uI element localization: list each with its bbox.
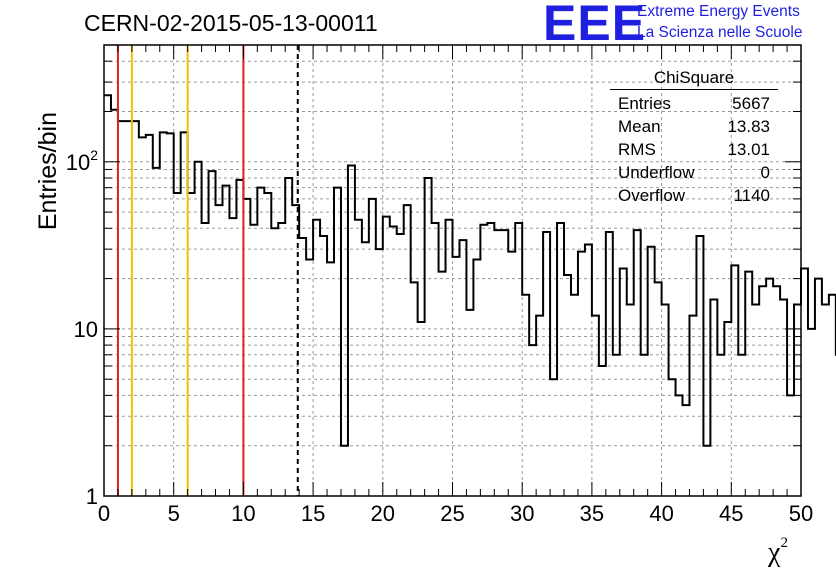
stats-value: 0 <box>760 163 770 182</box>
stats-row-overflow: Overflow 1140 <box>610 184 778 207</box>
x-tick-label: 50 <box>789 501 813 526</box>
stats-box: ChiSquare Entries 5667 Mean 13.83 RMS 13… <box>610 66 778 207</box>
stats-label: Mean <box>618 117 661 136</box>
stats-header: ChiSquare <box>610 66 778 90</box>
histogram-series <box>104 94 836 447</box>
y-axis-label: Entries/bin <box>34 112 62 231</box>
logo-line-2: La Scienza nelle Scuole <box>637 24 803 41</box>
stats-label: RMS <box>618 140 656 159</box>
x-tick-label: 40 <box>649 501 673 526</box>
stats-row-rms: RMS 13.01 <box>610 138 778 161</box>
x-tick-label: 35 <box>580 501 604 526</box>
logo-line-1: Extreme Energy Events <box>637 3 800 20</box>
stats-row-underflow: Underflow 0 <box>610 161 778 184</box>
chart-title: CERN-02-2015-05-13-00011 <box>84 10 378 36</box>
x-tick-label: 15 <box>301 501 325 526</box>
stats-value: 5667 <box>732 94 770 113</box>
x-tick-label: 25 <box>440 501 464 526</box>
y-tick-label: 102 <box>66 147 98 175</box>
stats-value: 13.01 <box>727 140 770 159</box>
stats-label: Entries <box>618 94 671 113</box>
x-tick-label: 20 <box>371 501 395 526</box>
eee-logo: EEE <box>543 0 647 51</box>
stats-row-mean: Mean 13.83 <box>610 115 778 138</box>
x-tick-label: 45 <box>719 501 743 526</box>
x-tick-label: 10 <box>231 501 255 526</box>
x-tick-label: 0 <box>98 501 110 526</box>
stats-label: Overflow <box>618 186 686 205</box>
x-tick-label: 30 <box>510 501 534 526</box>
x-tick-label: 5 <box>168 501 180 526</box>
stats-value: 1140 <box>733 186 770 205</box>
x-axis-label: χ2 <box>768 535 788 568</box>
stats-value: 13.83 <box>727 117 770 136</box>
y-tick-label: 1 <box>86 484 98 509</box>
stats-row-entries: Entries 5667 <box>610 92 778 115</box>
y-tick-label: 10 <box>74 317 98 342</box>
stats-label: Underflow <box>618 163 695 182</box>
